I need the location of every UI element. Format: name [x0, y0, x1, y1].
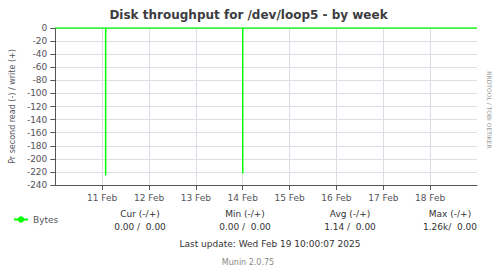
svg-text:18 Feb: 18 Feb	[415, 193, 446, 203]
svg-text:12 Feb: 12 Feb	[134, 193, 165, 203]
svg-text:RRDTOOL / TOBI OETIKER: RRDTOOL / TOBI OETIKER	[486, 71, 493, 148]
svg-text:1.26k/ 0.00: 1.26k/ 0.00	[423, 222, 477, 232]
svg-text:-80: -80	[33, 75, 48, 85]
svg-text:-60: -60	[33, 62, 48, 72]
svg-text:13 Feb: 13 Feb	[181, 193, 212, 203]
svg-text:0.00 / 0.00: 0.00 / 0.00	[114, 222, 166, 232]
svg-text:Avg (-/+): Avg (-/+)	[330, 209, 370, 219]
svg-text:-100: -100	[27, 88, 48, 98]
svg-text:14 Feb: 14 Feb	[228, 193, 259, 203]
svg-text:1.14 / 0.00: 1.14 / 0.00	[324, 222, 376, 232]
svg-text:Min (-/+): Min (-/+)	[225, 209, 265, 219]
svg-text:0: 0	[42, 23, 48, 33]
svg-text:Disk throughput for /dev/loop5: Disk throughput for /dev/loop5 - by week	[109, 8, 388, 22]
svg-text:-160: -160	[27, 128, 48, 138]
svg-text:-220: -220	[27, 167, 48, 177]
svg-text:16 Feb: 16 Feb	[321, 193, 352, 203]
svg-text:11 Feb: 11 Feb	[87, 193, 118, 203]
svg-text:Pr second read (-) / write (+): Pr second read (-) / write (+)	[8, 49, 17, 164]
svg-text:17 Feb: 17 Feb	[368, 193, 399, 203]
svg-text:-180: -180	[27, 141, 48, 151]
svg-text:-240: -240	[27, 180, 48, 190]
svg-text:15 Feb: 15 Feb	[274, 193, 305, 203]
svg-text:Max (-/+): Max (-/+)	[429, 209, 471, 219]
svg-text:0.00 / 0.00: 0.00 / 0.00	[219, 222, 271, 232]
svg-text:-200: -200	[27, 154, 48, 164]
svg-text:Munin 2.0.75: Munin 2.0.75	[222, 258, 274, 267]
svg-text:Cur (-/+): Cur (-/+)	[120, 209, 159, 219]
svg-text:-40: -40	[33, 49, 48, 59]
svg-text:-140: -140	[27, 115, 48, 125]
svg-text:-120: -120	[27, 102, 48, 112]
svg-text:-20: -20	[33, 36, 48, 46]
svg-text:Bytes: Bytes	[33, 215, 59, 225]
svg-text:Last update: Wed Feb 19 10:00:: Last update: Wed Feb 19 10:00:07 2025	[180, 239, 361, 249]
